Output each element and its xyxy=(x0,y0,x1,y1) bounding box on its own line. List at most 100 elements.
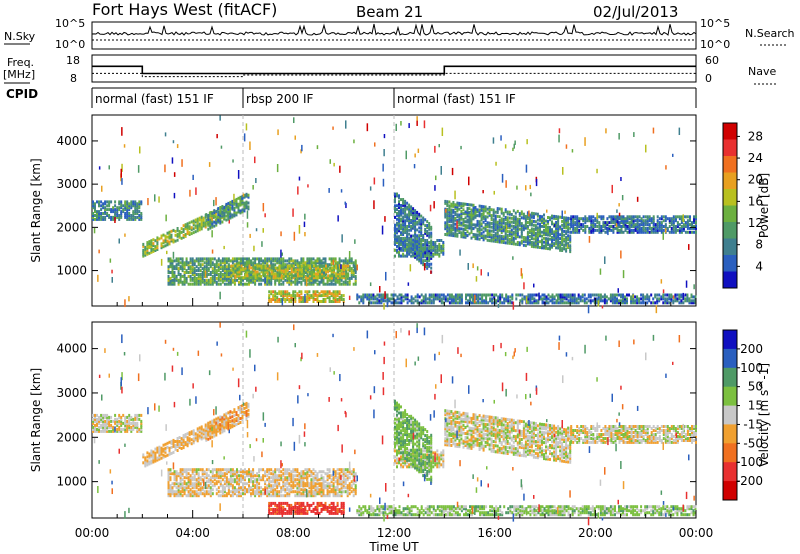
echo-cell xyxy=(557,231,560,234)
echo-cell xyxy=(96,217,98,221)
echo-cell xyxy=(98,421,100,425)
echo-cell xyxy=(100,200,103,204)
echo-cell xyxy=(478,229,481,233)
echo-cell xyxy=(280,259,283,263)
echo-cell xyxy=(541,219,543,222)
echo-cell xyxy=(426,229,429,233)
echo-cell xyxy=(162,443,165,447)
echo-cell xyxy=(508,226,511,230)
echo-cell xyxy=(464,231,467,235)
echo-cell xyxy=(470,219,473,223)
echo-cell xyxy=(518,214,521,218)
echo-cell xyxy=(298,296,301,300)
echo-cell xyxy=(292,292,295,296)
echo-cell xyxy=(510,220,513,224)
echo-cell xyxy=(219,217,222,221)
echo-cell xyxy=(296,264,299,268)
echo-cell xyxy=(223,215,226,219)
echo-cell xyxy=(458,295,461,299)
echo-cell xyxy=(686,223,689,227)
echo-cell xyxy=(294,290,297,294)
echo-cell xyxy=(184,443,187,447)
echo-cell xyxy=(300,257,303,261)
colorbar-tick-label: 20 xyxy=(748,173,763,187)
echo-cell xyxy=(526,215,529,219)
echo-cell xyxy=(126,200,129,204)
echo-cell xyxy=(240,282,242,286)
echo-cell xyxy=(420,245,423,249)
echo-cell xyxy=(148,242,151,246)
echo-cell xyxy=(426,241,429,245)
echo-cell xyxy=(466,226,469,230)
noise-cell xyxy=(245,123,248,131)
echo-cell xyxy=(233,280,236,284)
echo-cell xyxy=(534,212,537,216)
echo-cell xyxy=(452,216,455,220)
echo-cell xyxy=(354,269,357,273)
echo-cell xyxy=(547,219,549,223)
echo-cell xyxy=(360,297,363,301)
echo-cell xyxy=(268,290,271,294)
echo-cell xyxy=(545,299,548,303)
echo-cell xyxy=(440,246,443,250)
echo-cell xyxy=(140,202,143,206)
echo-cell xyxy=(240,276,243,280)
echo-cell xyxy=(196,429,199,433)
echo-cell xyxy=(426,264,429,268)
echo-cell xyxy=(193,269,196,273)
echo-cell xyxy=(110,423,113,427)
echo-cell xyxy=(280,294,283,298)
echo-cell xyxy=(233,278,236,282)
echo-cell xyxy=(313,264,315,268)
echo-cell xyxy=(248,270,251,274)
echo-cell xyxy=(311,272,313,276)
echo-cell xyxy=(350,274,353,278)
echo-cell xyxy=(244,282,246,286)
echo-cell xyxy=(446,211,449,215)
echo-cell xyxy=(553,234,556,238)
echo-cell xyxy=(223,211,226,215)
echo-cell xyxy=(536,239,539,243)
echo-cell xyxy=(408,232,411,236)
echo-cell xyxy=(296,268,299,272)
echo-cell xyxy=(168,232,171,236)
echo-cell xyxy=(500,229,503,233)
echo-cell xyxy=(589,301,592,305)
echo-cell xyxy=(176,238,179,242)
echo-cell xyxy=(142,252,145,256)
echo-cell xyxy=(533,299,536,303)
echo-cell xyxy=(529,301,532,305)
echo-cell xyxy=(444,297,447,301)
echo-cell xyxy=(282,280,285,284)
echo-cell xyxy=(248,259,250,263)
echo-cell xyxy=(324,294,327,298)
echo-cell xyxy=(476,233,479,237)
echo-cell xyxy=(652,221,655,225)
echo-cell xyxy=(294,294,297,298)
echo-cell xyxy=(266,261,269,265)
echo-cell xyxy=(92,215,94,219)
echo-cell xyxy=(543,236,545,240)
echo-cell xyxy=(193,280,196,284)
echo-cell xyxy=(219,213,222,217)
echo-cell xyxy=(280,268,283,272)
echo-cell xyxy=(130,217,133,221)
echo-cell xyxy=(404,221,407,225)
echo-cell xyxy=(326,294,329,298)
echo-cell xyxy=(549,216,551,220)
echo-cell xyxy=(252,263,255,267)
echo-cell xyxy=(535,301,538,305)
echo-cell xyxy=(414,213,417,216)
echo-cell xyxy=(102,421,105,425)
echo-cell xyxy=(598,230,601,234)
echo-cell xyxy=(205,269,208,273)
echo-cell xyxy=(268,259,271,263)
echo-cell xyxy=(402,201,405,205)
noise-cell xyxy=(416,120,418,126)
echo-cell xyxy=(144,253,147,257)
echo-cell xyxy=(194,438,197,442)
noise-cell xyxy=(379,286,381,293)
echo-cell xyxy=(648,219,651,223)
echo-cell xyxy=(233,214,236,218)
echo-cell xyxy=(420,261,423,265)
